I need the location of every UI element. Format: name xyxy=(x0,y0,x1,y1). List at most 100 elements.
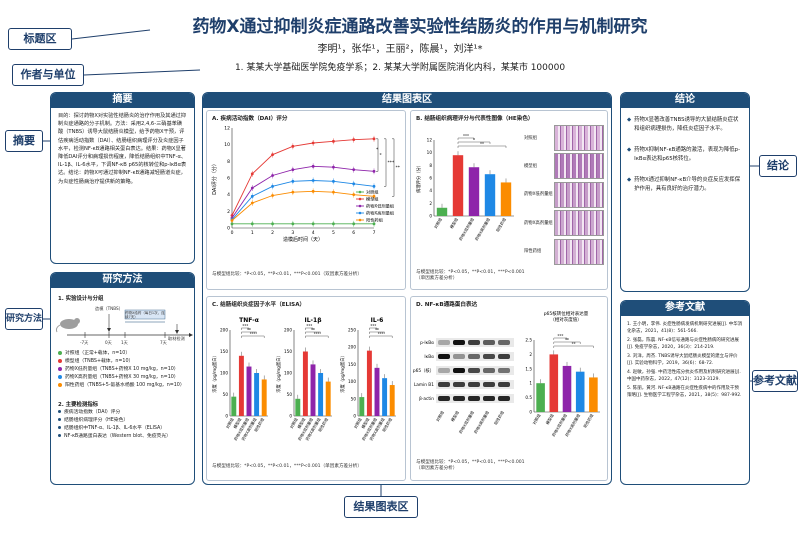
legend-label: 对照组 xyxy=(366,189,379,196)
bar xyxy=(366,350,372,416)
check-icon: ◆ xyxy=(627,177,632,183)
indicator-item: NF-κB通路蛋白表达（Western blot、免疫荧光） xyxy=(58,433,193,441)
legend-label: 模型组 xyxy=(366,196,379,203)
wb-band xyxy=(483,368,495,373)
y-tick-label: 0.5 xyxy=(525,395,532,400)
x-tick-label: 5 xyxy=(332,230,335,236)
wb-lane-label: 阳性药组 xyxy=(493,410,505,426)
timeline-diagram xyxy=(55,309,193,338)
he-image xyxy=(554,238,604,265)
y-tick-label: 0 xyxy=(353,414,356,419)
sig-label: *** xyxy=(306,324,312,329)
group-dot xyxy=(58,382,62,387)
callout-authors-area: 作者与单位 xyxy=(12,64,84,86)
x-tick-label: 3 xyxy=(291,230,294,236)
data-point xyxy=(291,144,295,148)
y-tick-label: 0 xyxy=(225,414,228,419)
x-tick-label: 模型组 xyxy=(232,417,242,430)
he-image xyxy=(554,153,604,180)
y-tick-label: 0 xyxy=(529,410,532,415)
legend-marker xyxy=(358,218,362,222)
data-point xyxy=(332,179,335,183)
y-tick-label: 10 xyxy=(427,150,433,155)
bar xyxy=(484,174,496,216)
y-tick-label: 2 xyxy=(429,201,432,206)
group-item: 模型组（TNBS+载体，n=10） xyxy=(58,358,193,366)
data-point xyxy=(352,168,356,172)
sig-label: ** xyxy=(565,338,569,343)
he-image-row: 药物X低剂量组 xyxy=(524,181,606,209)
chart-title: TNF-α xyxy=(239,317,259,324)
x-tick-label: 对照组 xyxy=(433,217,443,230)
wb-band xyxy=(438,340,450,345)
panel-D-note: 与模型组比较：*P<0.05，**P<0.01，***P<0.001 （单因素方… xyxy=(416,460,525,471)
y-tick-label: 150 xyxy=(348,362,356,367)
y-tick-label: 10 xyxy=(224,142,230,148)
y-tick-label: 0 xyxy=(289,414,292,419)
conclusion-item: ◆ 药物X显著改善TNBS诱导的大鼠结肠炎症状和组织病理损伤，降低炎症因子水平。 xyxy=(627,117,739,132)
sig-label: *** xyxy=(463,134,469,139)
wb-band xyxy=(483,382,495,387)
sig-label: * xyxy=(376,147,379,153)
sig-bracket xyxy=(305,327,314,330)
panel-C-note: 与模型组比较：*P<0.05，**P<0.01，***P<0.001（单因素方差… xyxy=(212,464,362,469)
chart-title: （相对灰度值） xyxy=(550,316,582,323)
y-tick-label: 2 xyxy=(227,209,230,215)
data-point xyxy=(250,222,254,226)
x-tick-label: 6 xyxy=(352,230,355,236)
sig-bracket xyxy=(392,138,395,197)
y-tick-label: 12 xyxy=(224,126,230,132)
wb-band xyxy=(453,368,465,373)
data-point xyxy=(352,193,356,197)
y-tick-label: 0 xyxy=(429,214,432,219)
data-point xyxy=(372,194,376,198)
timeline-t1: 0天 xyxy=(105,340,112,345)
sig-bracket xyxy=(305,335,329,338)
data-point xyxy=(291,168,295,172)
y-tick-label: 100 xyxy=(220,371,228,376)
bar xyxy=(310,364,316,416)
bar xyxy=(500,182,512,216)
data-point xyxy=(352,182,356,186)
y-tick-label: 50 xyxy=(287,392,293,397)
wb-band xyxy=(438,368,450,373)
wb-band xyxy=(483,340,495,345)
y-axis-label: 浓度（pg/mg蛋白） xyxy=(339,353,346,393)
x-tick-label: 2 xyxy=(271,230,274,236)
data-point xyxy=(291,190,295,194)
bar xyxy=(302,351,308,416)
timeline-model-label: 造模（TNBS） xyxy=(95,306,123,311)
x-tick-label: 药物X高剂量组 xyxy=(474,217,491,242)
bar xyxy=(468,167,480,216)
bar xyxy=(389,385,395,416)
callout-title-area: 标题区 xyxy=(8,28,72,50)
legend-marker xyxy=(358,211,362,215)
wb-lane-label: 对照组 xyxy=(435,410,445,423)
wb-band xyxy=(498,340,510,345)
timeline-end-label: 取材检测 xyxy=(168,336,185,341)
x-tick-label: 药物X低剂量组 xyxy=(458,217,475,242)
wb-band xyxy=(438,382,450,387)
cytokine-chart-1: 050100150200TNF-α浓度（pg/mg蛋白）对照组模型组药物X低剂量… xyxy=(211,317,268,441)
data-point xyxy=(230,222,234,226)
y-tick-label: 200 xyxy=(348,345,356,350)
sig-label: ** xyxy=(375,328,379,333)
wb-band xyxy=(438,354,450,359)
bar xyxy=(246,366,252,416)
callout-methods: 研究方法 xyxy=(5,308,43,330)
cytokine-bar-charts: 050100150200TNF-α浓度（pg/mg蛋白）对照组模型组药物X低剂量… xyxy=(211,317,396,441)
affiliations: 1. 某某大学基础医学院免疫学系；2. 某某大学附属医院消化内科，某某市 100… xyxy=(234,63,566,73)
data-point xyxy=(372,169,376,173)
wb-row-label: β-actin xyxy=(419,396,434,402)
y-tick-label: 4 xyxy=(429,188,432,193)
indicator-item: 结肠组织中TNF-α、IL-1β、IL-6水平（ELISA） xyxy=(58,425,193,433)
he-image-row: 模型组 xyxy=(524,152,606,180)
sig-label: *** xyxy=(378,332,384,337)
callout-references: 参考文献 xyxy=(752,370,798,392)
cytokine-chart-2: 050100150200IL-1β浓度（pg/mg蛋白）对照组模型组药物X低剂量… xyxy=(275,317,332,441)
data-point xyxy=(271,174,274,177)
panel-D-title: D. NF-κB通路蛋白表达 xyxy=(416,302,478,308)
bar xyxy=(374,367,380,416)
abstract-panel: 摘要 目的：探讨药物X对实验性结肠炎的治疗作用及其通过抑制炎症通路的分子机制。方… xyxy=(50,92,195,264)
